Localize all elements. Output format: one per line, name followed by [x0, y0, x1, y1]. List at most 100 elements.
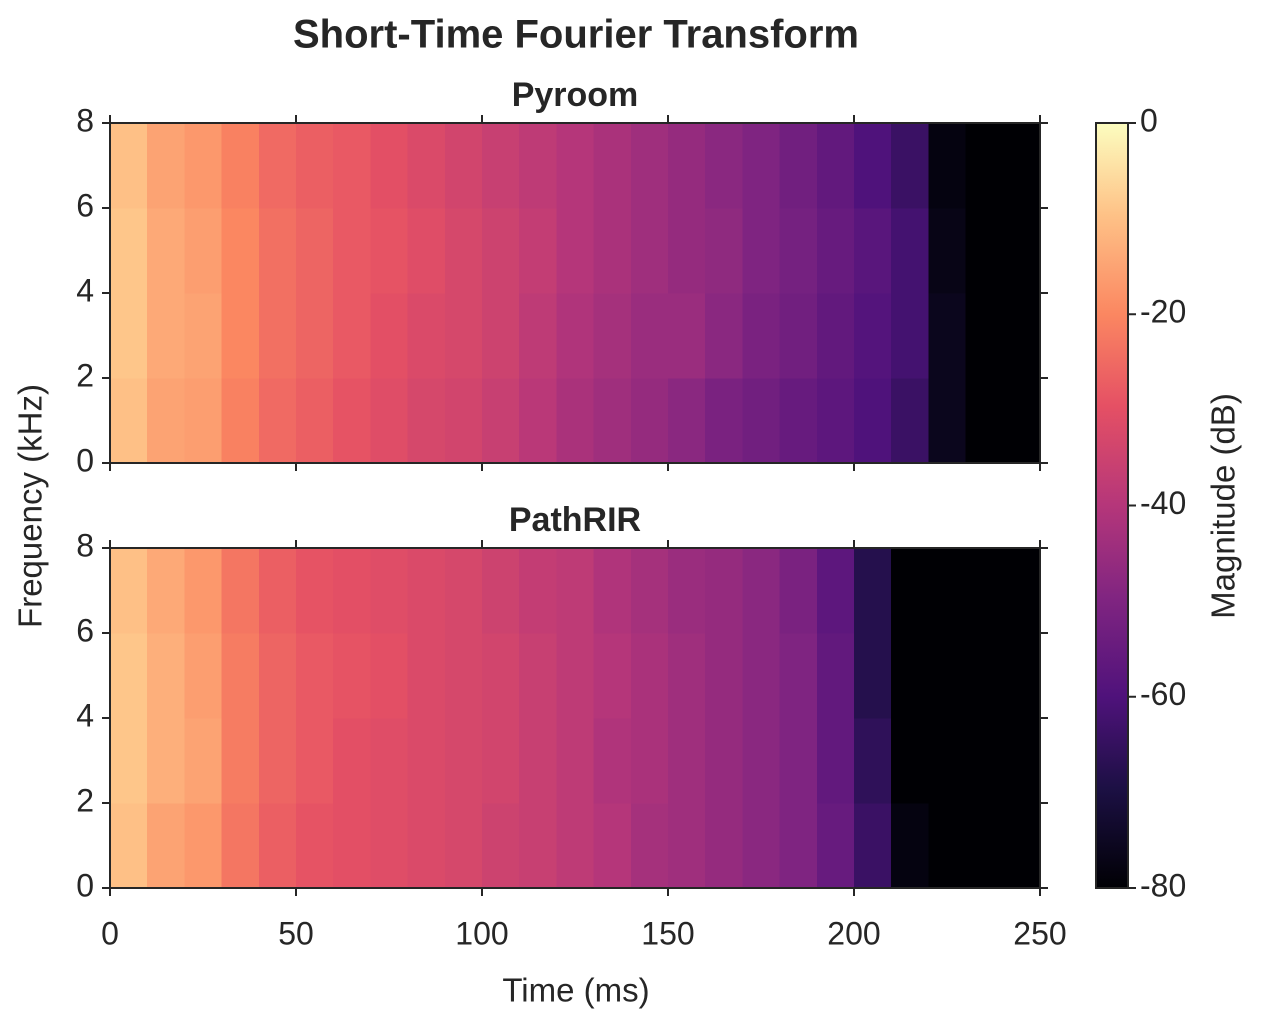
heatmap-cell	[854, 633, 892, 719]
heatmap-cell	[519, 718, 557, 804]
heatmap-cell	[779, 208, 818, 294]
heatmap-cell	[221, 293, 260, 379]
heatmap-cell	[928, 123, 967, 209]
heatmap-cell	[296, 208, 334, 294]
heatmap-cell	[891, 633, 929, 719]
heatmap-cell	[593, 208, 632, 294]
heatmap-cell	[370, 633, 409, 719]
heatmap-cell	[593, 803, 632, 889]
heatmap-cell	[444, 293, 483, 379]
colorbar-label: Magnitude (dB)	[1205, 393, 1242, 619]
heatmap-cell	[184, 803, 223, 889]
heatmap-cell	[333, 548, 371, 634]
heatmap-cell	[668, 803, 706, 889]
heatmap-cell	[630, 208, 669, 294]
heatmap-cell	[519, 803, 557, 889]
x-axis-label: Time (ms)	[502, 972, 649, 1009]
heatmap-cell	[742, 548, 781, 634]
heatmap-cell	[1002, 633, 1041, 719]
heatmap-cell	[444, 633, 483, 719]
heatmap-cell	[184, 633, 223, 719]
heatmap-cell	[221, 208, 260, 294]
heatmap-cell	[333, 123, 371, 209]
heatmap-cell	[705, 718, 743, 804]
heatmap-cell	[221, 633, 260, 719]
heatmap-cell	[221, 803, 260, 889]
heatmap-cell	[742, 803, 781, 889]
heatmap-cell	[221, 378, 260, 464]
heatmap-cell	[742, 208, 781, 294]
heatmap-cell	[854, 208, 892, 294]
heatmap-cell	[705, 293, 743, 379]
x-tick-label: 200	[827, 915, 880, 951]
heatmap-cell	[854, 123, 892, 209]
heatmap-cell	[928, 633, 967, 719]
heatmap-cell	[110, 378, 148, 464]
heatmap-cell	[630, 803, 669, 889]
heatmap-cell	[593, 293, 632, 379]
heatmap-cell	[854, 718, 892, 804]
heatmap-cell	[630, 633, 669, 719]
heatmap-cell	[482, 208, 520, 294]
heatmap-cell	[1002, 293, 1041, 379]
heatmap-cell	[258, 548, 297, 634]
heatmap-cell	[110, 803, 148, 889]
heatmap-cell	[668, 548, 706, 634]
x-tick-label: 50	[278, 915, 314, 951]
heatmap-cell	[593, 378, 632, 464]
x-tick-label: 0	[101, 915, 119, 951]
heatmap-cell	[258, 633, 297, 719]
heatmap-cell	[444, 718, 483, 804]
heatmap-cell	[816, 208, 855, 294]
heatmap-cell	[407, 378, 446, 464]
heatmap-cell	[556, 633, 595, 719]
heatmap-cell	[891, 123, 929, 209]
heatmap-cell	[705, 123, 743, 209]
heatmap-cell	[482, 123, 520, 209]
heatmap-cell	[1002, 123, 1041, 209]
heatmap-cell	[370, 803, 409, 889]
heatmap-cell	[668, 293, 706, 379]
y-tick-label: 2	[76, 357, 94, 393]
heatmap-cell	[370, 378, 409, 464]
heatmap-cell	[593, 548, 632, 634]
heatmap-cell	[296, 633, 334, 719]
heatmap-cell	[816, 633, 855, 719]
heatmap-cell	[407, 548, 446, 634]
heatmap-cell	[519, 123, 557, 209]
heatmap-cell	[965, 123, 1004, 209]
heatmap-cell	[705, 803, 743, 889]
heatmap-cell	[184, 378, 223, 464]
heatmap-cell	[296, 718, 334, 804]
heatmap-cell	[296, 293, 334, 379]
heatmap-cell	[779, 633, 818, 719]
heatmap-cell	[333, 718, 371, 804]
y-tick-label: 0	[76, 867, 94, 903]
heatmap-cell	[816, 548, 855, 634]
heatmap-cell	[258, 208, 297, 294]
heatmap-cell	[147, 718, 185, 804]
heatmap-cell	[630, 548, 669, 634]
heatmap-cell	[147, 803, 185, 889]
heatmap-cell	[816, 293, 855, 379]
heatmap-cell	[184, 293, 223, 379]
heatmap-cell	[593, 633, 632, 719]
heatmap-cell	[333, 633, 371, 719]
heatmap-cell	[854, 293, 892, 379]
heatmap-cell	[891, 293, 929, 379]
heatmap-cell	[296, 123, 334, 209]
heatmap-cell	[519, 293, 557, 379]
heatmap-cell	[854, 803, 892, 889]
heatmap-cell	[221, 548, 260, 634]
y-tick-label: 4	[76, 697, 94, 733]
heatmap-cell	[444, 548, 483, 634]
heatmap-cell	[965, 208, 1004, 294]
heatmap-cell	[556, 803, 595, 889]
colorbar-tick-label: -80	[1140, 867, 1186, 903]
heatmap-cell	[482, 718, 520, 804]
x-tick-label: 250	[1013, 915, 1066, 951]
heatmap-cell	[296, 378, 334, 464]
heatmap-cell	[779, 123, 818, 209]
figure-title: Short-Time Fourier Transform	[293, 13, 859, 57]
